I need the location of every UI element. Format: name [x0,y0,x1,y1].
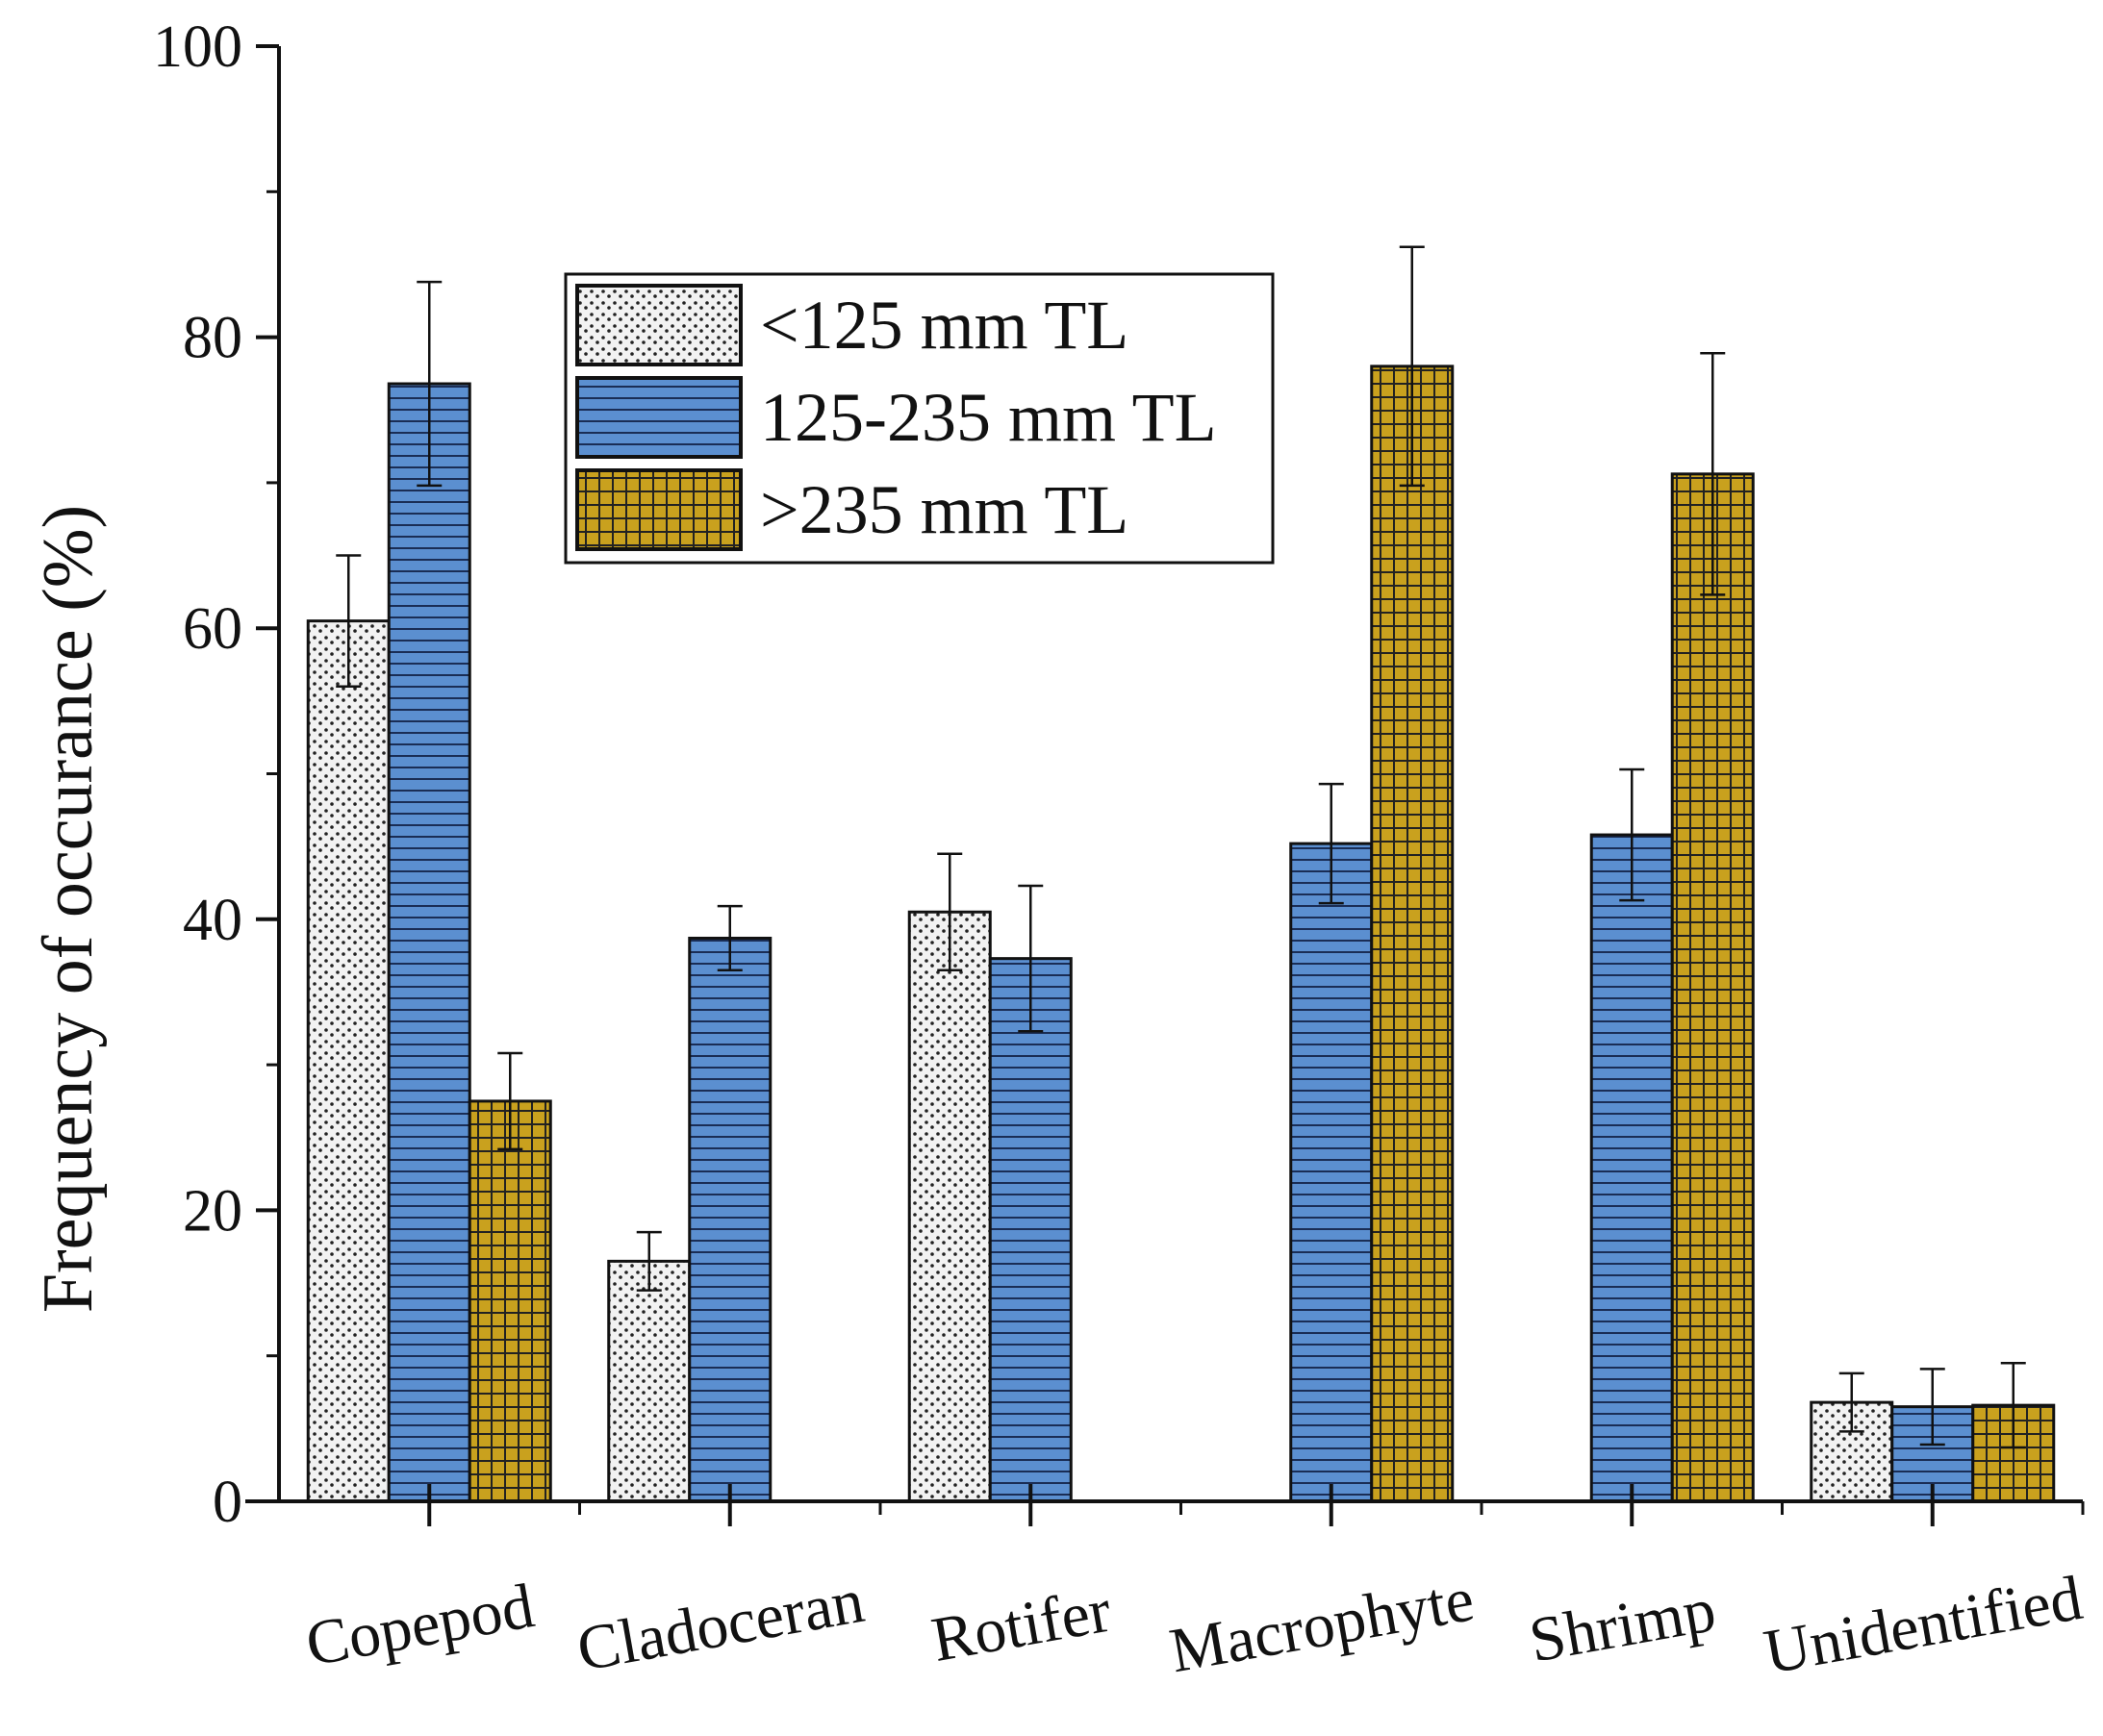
bar-shrimp-series-3 [1670,472,1755,1503]
x-tick-label-copepod: Copepod [301,1571,539,1679]
error-bar-rotifer-series-1 [937,852,963,972]
plot-area [306,245,2056,1503]
bar-macrophyte-series-3 [1370,365,1455,1503]
error-bar-macrophyte-series-3 [1399,245,1425,488]
y-tick-label: 40 [183,888,242,953]
error-bar-copepod-series-1 [336,554,362,688]
y-tick-label: 0 [213,1470,242,1535]
y-axis-title: Frequency of occurance (%) [29,505,108,1313]
legend-swatch-medium [575,376,743,459]
x-axis-ticks: Copepod Cladoceran Rotifer Macrophyte Shrimp… [301,1484,2088,1688]
bar-copepod-series-1 [306,619,391,1503]
legend-swatch-large [575,468,743,551]
error-bar-macrophyte-series-2 [1318,782,1344,905]
x-tick-label-cladoceran: Cladoceran [572,1566,870,1685]
bar-rotifer-series-2 [988,957,1073,1503]
bar-macrophyte-series-2 [1289,842,1374,1503]
bar-copepod-series-2 [387,382,471,1503]
y-tick-label: 100 [153,14,242,80]
error-bar-unidentified-series-2 [1919,1368,1945,1447]
bar-shrimp-series-2 [1589,833,1674,1503]
y-tick-label: 20 [183,1178,242,1244]
error-bar-shrimp-series-3 [1700,351,1726,596]
y-tick-label: 80 [183,306,242,371]
error-bar-cladoceran-series-2 [717,904,743,972]
bar-copepod-series-3 [468,1099,552,1503]
legend: <125 mm TL 125-235 mm TL >235 mm TL [564,272,1275,565]
legend-label-medium: 125-235 mm TL [760,379,1217,456]
bar-cladoceran-series-2 [688,936,773,1503]
y-axis-ticks: 0 20 40 60 80 100 [153,14,279,1535]
y-tick-label: 60 [183,596,242,662]
error-bar-cladoceran-series-1 [636,1230,662,1292]
error-bar-unidentified-series-3 [2000,1362,2026,1449]
error-bar-copepod-series-2 [417,280,443,488]
error-bar-rotifer-series-2 [1018,884,1044,1033]
bar-rotifer-series-1 [907,910,992,1503]
x-tick-label-shrimp: Shrimp [1524,1574,1720,1676]
error-bar-unidentified-series-1 [1838,1371,1864,1433]
x-tick-label-rotifer: Rotifer [926,1575,1116,1675]
bar-cladoceran-series-1 [607,1259,692,1503]
legend-label-small: <125 mm TL [760,287,1128,364]
x-tick-label-macrophyte: Macrophyte [1165,1564,1480,1686]
legend-label-large: >235 mm TL [760,471,1128,548]
legend-swatch-small [575,284,743,366]
error-bar-shrimp-series-2 [1619,767,1645,902]
error-bar-copepod-series-3 [497,1051,523,1151]
x-tick-label-unidentified: Unidentified [1759,1563,2087,1688]
